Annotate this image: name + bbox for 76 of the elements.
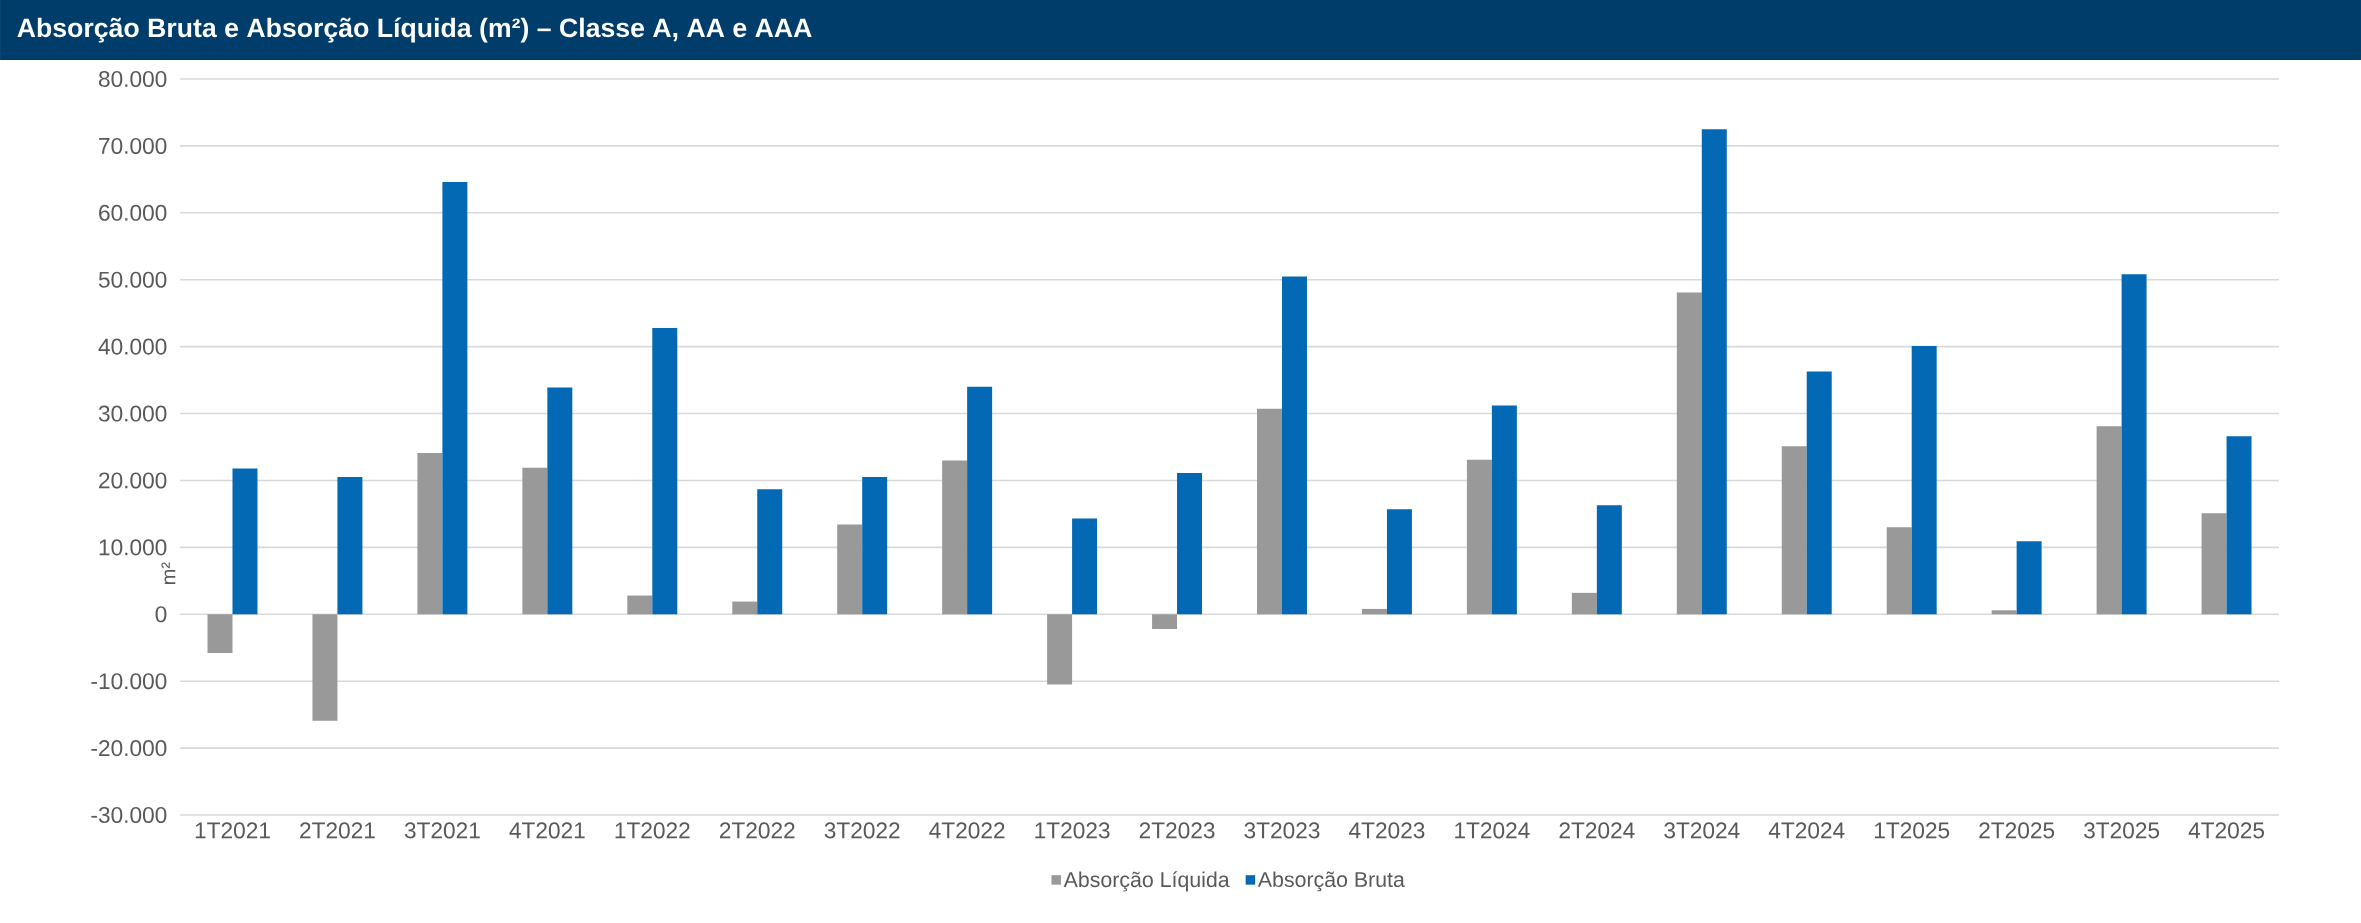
x-tick-label: 3T2023 [1244,822,1320,839]
x-tick-label: 3T2025 [2084,822,2160,839]
bar [1257,408,1282,615]
y-tick-label: 0 [155,606,167,623]
bar [1781,446,1807,615]
x-tick-label: 4T2023 [1349,822,1425,839]
bar [1466,459,1492,615]
y-tick-label: 80.000 [98,70,167,88]
bar [862,477,888,615]
bar [1152,614,1178,629]
bar [1361,608,1387,615]
bar [1281,276,1307,615]
x-tick-label: 4T2025 [2188,822,2265,839]
y-tick-label: 30.000 [98,405,167,422]
y-tick-label: 60.000 [99,204,167,221]
bar [732,601,758,615]
bar [1991,610,2017,615]
bar [1886,527,1912,615]
bar [652,327,678,615]
x-tick-label: 1T2021 [195,822,270,839]
bar [442,182,468,615]
bar [1571,592,1597,615]
bar [1596,505,1622,615]
chart-title: Absorção Bruta e Absorção Líquida (m²) – Classe A, AA e AAA [17,17,812,43]
y-tick-label: 10.000 [99,539,167,556]
bar [2121,274,2147,615]
bar [1701,129,1727,615]
bar [232,468,258,615]
x-tick-label: 4T2021 [509,822,585,839]
x-tick-label: 2T2023 [1139,822,1215,839]
bar [837,524,863,615]
y-tick-label: -30.000 [91,806,167,824]
y-tick-label: -10.000 [91,673,167,690]
x-tick-label: 2T2022 [719,822,795,839]
bar [1491,405,1517,615]
y-tick-label: 70.000 [99,137,167,154]
bar [547,387,573,615]
bar [1177,473,1203,615]
x-tick-label: 3T2021 [404,822,480,839]
y-tick-label: -20.000 [91,740,167,757]
x-tick-label: 2T2021 [300,822,375,839]
bar [2201,513,2227,615]
y-tick-label: 40.000 [98,338,167,355]
bar [417,453,443,615]
bar [627,595,653,615]
x-tick-label: 4T2022 [929,822,1005,839]
bar [1047,614,1073,685]
legend-label: Absorção Líquida [1063,871,1230,892]
y-axis-title: m² [161,562,176,585]
y-tick-label: 50.000 [98,271,167,288]
bar [207,614,233,654]
x-tick-label: 3T2024 [1664,822,1740,839]
x-tick-label: 1T2025 [1874,822,1950,839]
bar [2096,426,2122,615]
bar [1911,345,1937,615]
bar [312,614,338,721]
bar [967,386,993,615]
x-tick-label: 4T2024 [1768,822,1845,839]
x-tick-label: 2T2025 [1979,822,2055,839]
x-tick-label: 2T2024 [1559,822,1635,839]
bar [2016,541,2042,615]
x-tick-label: 1T2024 [1455,822,1530,839]
bar [1676,292,1702,615]
x-tick-label: 1T2023 [1035,822,1110,839]
x-tick-label: 3T2022 [824,822,900,839]
bar [2226,436,2252,615]
bar [1386,509,1412,615]
legend-label: Absorção Bruta [1257,871,1405,892]
y-tick-label: 20.000 [99,472,167,489]
bar [942,460,968,615]
bar [1072,518,1098,615]
x-tick-label: 1T2022 [615,822,690,839]
bar [337,477,363,615]
bar [522,467,548,615]
bar [1806,371,1832,615]
bar [757,489,783,615]
